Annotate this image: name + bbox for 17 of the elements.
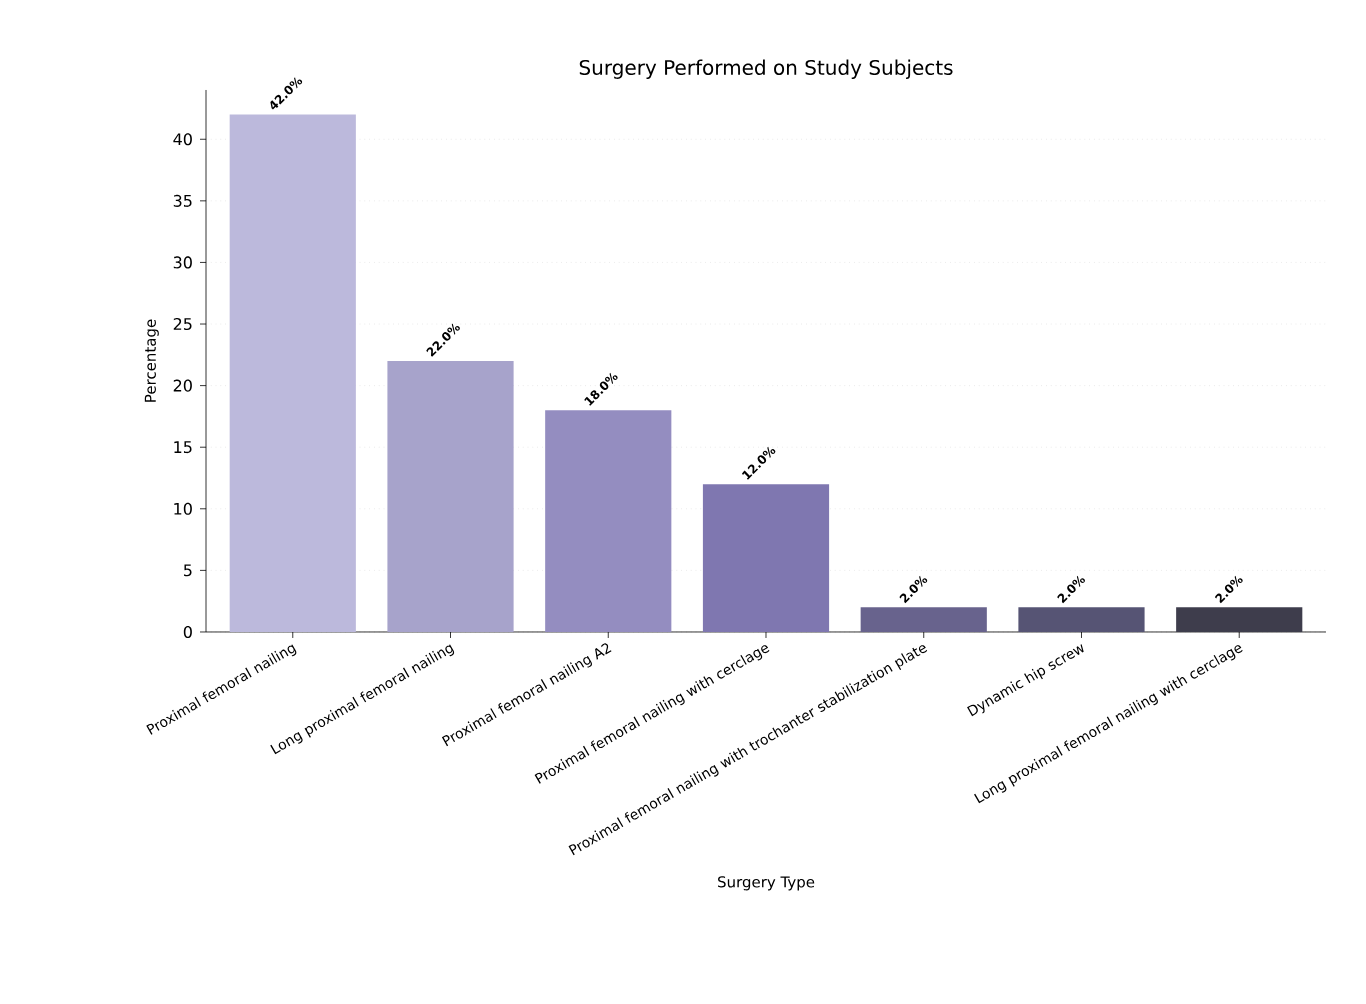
y-tick-label: 25 — [173, 317, 192, 331]
bar — [1018, 607, 1145, 632]
chart-title: Surgery Performed on Study Subjects — [579, 59, 953, 79]
bar — [229, 114, 356, 632]
y-tick-label: 35 — [173, 194, 192, 207]
bar — [860, 607, 987, 632]
bar — [1176, 607, 1303, 632]
y-tick-label: 20 — [173, 379, 192, 392]
bar — [702, 484, 830, 632]
y-tick-label: 15 — [174, 441, 192, 454]
y-tick-label: 0 — [183, 625, 192, 639]
y-tick-label: 40 — [173, 133, 192, 146]
bar — [387, 360, 514, 632]
bar — [545, 410, 672, 632]
y-tick-label: 5 — [183, 564, 192, 577]
y-tick-label: 30 — [173, 256, 192, 269]
y-tick-label: 10 — [174, 502, 192, 515]
